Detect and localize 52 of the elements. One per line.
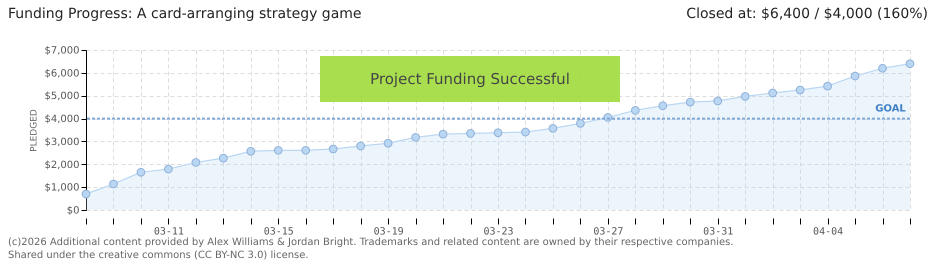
x-tick-label: 03-27: [593, 226, 624, 238]
point: [686, 98, 695, 106]
point: [713, 96, 722, 106]
y-tick-label: $1,000: [44, 182, 80, 194]
point: [466, 129, 475, 138]
point: [191, 158, 200, 167]
y-tick-label: $5,000: [44, 91, 80, 102]
point: [658, 101, 668, 110]
point: [384, 138, 393, 148]
x-tick-label: 03-19: [374, 226, 404, 238]
point: [438, 130, 448, 138]
point: [796, 86, 805, 94]
text: (c)2026 Additional content provided by Alex Williams & Jordan Bright. Trademarks and related content are owned by their respective companies.: [8, 236, 734, 249]
y-tick-label: $0: [66, 206, 80, 216]
point: [328, 144, 338, 154]
point: [576, 119, 585, 128]
point: [906, 59, 914, 68]
point: [521, 128, 530, 136]
point: [218, 154, 228, 162]
point: [274, 146, 283, 155]
point: [164, 164, 173, 174]
x-tick-label: 03-23: [483, 226, 514, 238]
success-banner: Project Funding Successful: [320, 56, 620, 102]
point: [768, 88, 778, 98]
point: [246, 146, 256, 156]
point: [82, 190, 90, 198]
y-tick-label: $2,000: [44, 160, 80, 171]
chart-subtitle: Closed at: $6,400 / $4,000 (160%): [686, 6, 928, 22]
x-tick-label: 03-15: [264, 226, 294, 238]
point: [411, 132, 420, 142]
point: [630, 106, 640, 115]
y-tick-label: $7,000: [44, 46, 80, 56]
y-tick-label: $6,000: [44, 68, 80, 80]
point: [494, 128, 502, 138]
point: [850, 72, 860, 80]
chart-title: Funding Progress: A card-arranging strategy game: [8, 6, 362, 22]
y-tick-label: $4,000: [44, 114, 80, 126]
y-tick-label: $3,000: [44, 136, 80, 148]
x-tick-label: 04-04: [813, 226, 844, 238]
y-axis-title: PLEDGED: [30, 109, 40, 152]
x-tick-label: 03-11: [154, 226, 184, 238]
point: [740, 92, 750, 101]
point: [301, 146, 310, 155]
x-tick-label: 03-31: [703, 226, 734, 238]
point: [356, 142, 366, 150]
point: [548, 124, 558, 133]
ref-line-label: GOAL: [875, 104, 906, 115]
point: [878, 64, 887, 73]
point: [109, 180, 118, 188]
text: Shared under the creative commons (CC BY-NC 3.0) license.: [8, 249, 310, 262]
point: [136, 168, 146, 177]
point: [823, 82, 832, 90]
